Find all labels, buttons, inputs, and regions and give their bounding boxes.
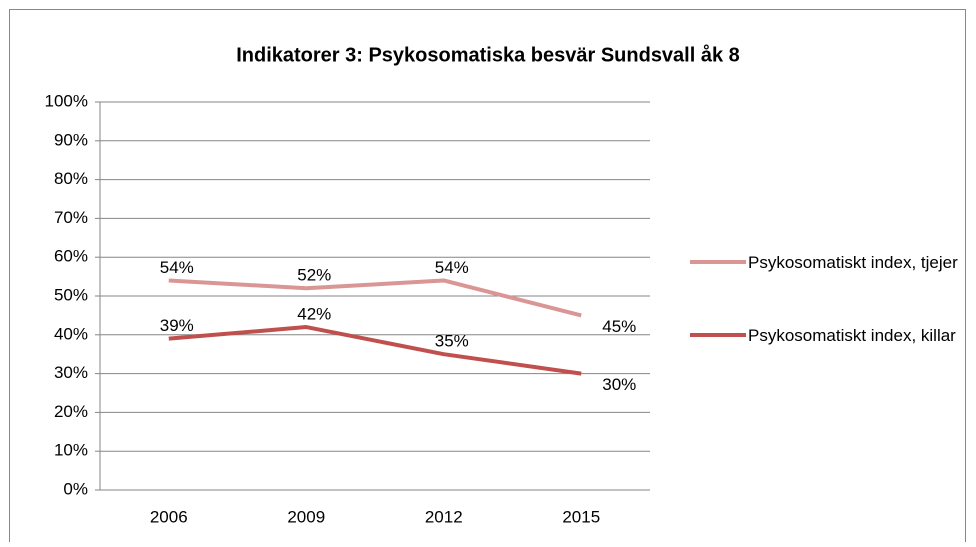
y-tick-label: 60% [54,247,88,266]
y-tick-label: 20% [54,402,88,421]
data-label: 45% [602,317,636,336]
x-tick-label: 2006 [150,507,188,526]
legend-label: Psykosomatiskt index, killar [748,326,956,345]
data-label: 54% [160,258,194,277]
data-label: 30% [602,375,636,394]
y-tick-label: 30% [54,363,88,382]
data-label: 35% [435,332,469,351]
legend-entry: Psykosomatiskt index, killar [748,326,956,345]
y-tick-label: 40% [54,324,88,343]
y-tick-label: 80% [54,169,88,188]
y-tick-label: 0% [63,479,88,498]
x-tick-label: 2015 [562,507,600,526]
y-tick-label: 70% [54,208,88,227]
data-label: 39% [160,316,194,335]
data-label: 52% [297,266,331,285]
legend-label: Psykosomatiskt index, tjejer [748,253,958,272]
x-tick-label: 2012 [425,507,463,526]
data-label: 54% [435,258,469,277]
series-line [168,278,582,318]
x-tick-label: 2009 [287,507,325,526]
y-tick-label: 90% [54,130,88,149]
y-tick-label: 100% [45,91,88,110]
chart-border [9,9,966,547]
series-line [168,325,582,376]
legend-entry: Psykosomatiskt index, tjejer [748,253,958,272]
y-tick-label: 10% [54,441,88,460]
y-tick-label: 50% [54,285,88,304]
data-label: 42% [297,305,331,324]
chart-title: Indikatorer 3: Psykosomatiska besvär Sun… [236,43,740,66]
